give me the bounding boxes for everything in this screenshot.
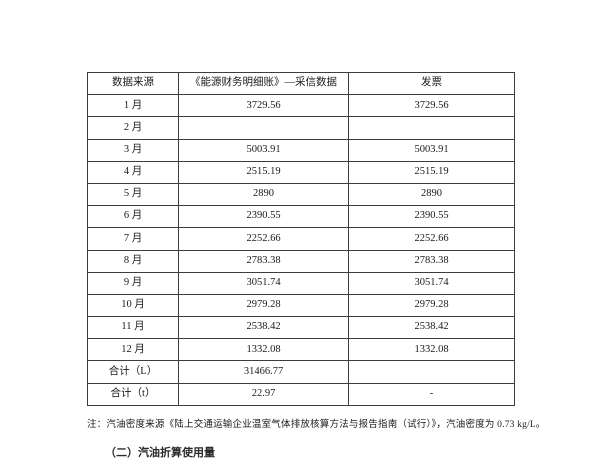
ledger-value: 1332.08 (178, 338, 349, 362)
header-invoice: 发票 (348, 71, 515, 96)
invoice-value: 1332.08 (348, 338, 515, 362)
table-row-feb: 2 月 (87, 116, 515, 140)
invoice-value: 3051.74 (348, 271, 515, 295)
invoice-value: 2538.42 (348, 316, 515, 340)
row-label: 10 月 (87, 293, 179, 318)
row-label: 8 月 (87, 249, 179, 273)
invoice-value (348, 360, 515, 384)
row-label: 3 月 (87, 138, 179, 162)
invoice-value: 2890 (348, 182, 515, 207)
table-row-may: 5 月 2890 2890 (87, 182, 515, 207)
invoice-value (348, 116, 515, 140)
table-row-total-liters: 合计（L） 31466.77 (87, 360, 515, 384)
ledger-value: 3729.56 (178, 94, 349, 118)
row-label: 11 月 (87, 316, 179, 340)
invoice-value: 3729.56 (348, 94, 515, 118)
ledger-value: 3051.74 (178, 271, 349, 295)
table-row-total-tonnes: 合计（t） 22.97 - (87, 382, 515, 406)
table-row-apr: 4 月 2515.19 2515.19 (87, 160, 515, 184)
table-row-jul: 7 月 2252.66 2252.66 (87, 227, 515, 251)
ledger-value: 2515.19 (178, 160, 349, 184)
row-label: 合计（t） (87, 382, 179, 406)
ledger-value: 2979.28 (178, 293, 349, 318)
table-row-mar: 3 月 5003.91 5003.91 (87, 138, 515, 162)
ledger-value (178, 116, 349, 140)
ledger-value: 2252.66 (178, 227, 349, 251)
invoice-value: 2979.28 (348, 293, 515, 318)
row-label: 7 月 (87, 227, 179, 251)
row-label: 12 月 (87, 338, 179, 362)
table-header-row: 数据来源 《能源财务明细账》—采信数据 发票 (87, 71, 515, 96)
ledger-value: 2390.55 (178, 205, 349, 229)
clipped-section-heading: （二）汽油折算使用量 (105, 447, 215, 459)
ledger-value: 2783.38 (178, 249, 349, 273)
row-label: 6 月 (87, 205, 179, 229)
table-row-aug: 8 月 2783.38 2783.38 (87, 249, 515, 273)
table-row-sep: 9 月 3051.74 3051.74 (87, 271, 515, 295)
gasoline-density-footnote: 注：汽油密度来源《陆上交通运输企业温室气体排放核算方法与报告指南（试行）》，汽油… (87, 420, 546, 430)
ledger-value: 2538.42 (178, 316, 349, 340)
ledger-value: 31466.77 (178, 360, 349, 384)
header-data-source: 数据来源 (87, 71, 179, 96)
invoice-value: 5003.91 (348, 138, 515, 162)
invoice-value: 2783.38 (348, 249, 515, 273)
invoice-value: 2390.55 (348, 205, 515, 229)
row-label: 合计（L） (87, 360, 179, 384)
table-row-dec: 12 月 1332.08 1332.08 (87, 338, 515, 362)
row-label: 9 月 (87, 271, 179, 295)
row-label: 4 月 (87, 160, 179, 184)
fuel-data-table: 数据来源 《能源财务明细账》—采信数据 发票 1 月 3729.56 3729.… (87, 71, 515, 406)
invoice-value: - (348, 382, 515, 406)
row-label: 5 月 (87, 182, 179, 207)
row-label: 1 月 (87, 94, 179, 118)
ledger-value: 22.97 (178, 382, 349, 406)
table-row-nov: 11 月 2538.42 2538.42 (87, 316, 515, 340)
header-ledger-data: 《能源财务明细账》—采信数据 (178, 71, 349, 96)
row-label: 2 月 (87, 116, 179, 140)
invoice-value: 2515.19 (348, 160, 515, 184)
table-row-oct: 10 月 2979.28 2979.28 (87, 293, 515, 318)
ledger-value: 2890 (178, 182, 349, 207)
table-row-jan: 1 月 3729.56 3729.56 (87, 94, 515, 118)
invoice-value: 2252.66 (348, 227, 515, 251)
ledger-value: 5003.91 (178, 138, 349, 162)
table-row-jun: 6 月 2390.55 2390.55 (87, 205, 515, 229)
